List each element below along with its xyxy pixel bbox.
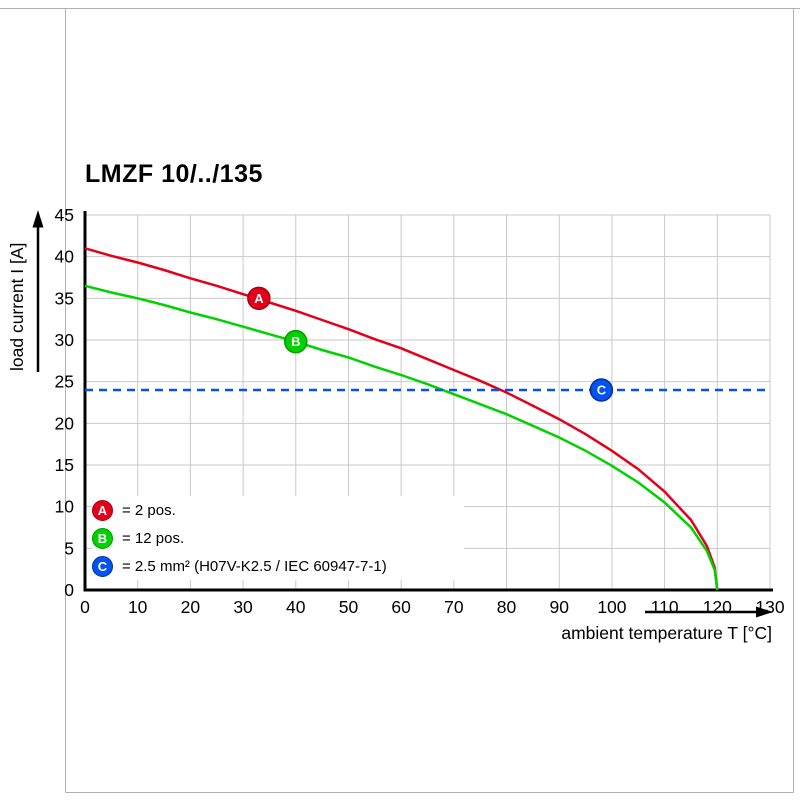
x-tick-label: 20 (181, 597, 201, 617)
series-markers: A B C (247, 286, 614, 402)
legend-item-c: C = 2.5 mm² (H07V-K2.5 / IEC 60947-7-1) (92, 552, 464, 580)
x-tick-label: 120 (703, 597, 732, 617)
y-tick-label: 40 (55, 247, 75, 267)
x-tick-label: 70 (444, 597, 464, 617)
legend: A = 2 pos. B = 12 pos. C = 2.5 mm² (H07V… (92, 496, 464, 580)
y-tick-label: 5 (64, 538, 74, 558)
x-axis-arrow (645, 606, 773, 618)
curve-A (84, 247, 719, 591)
x-tick-label: 40 (286, 597, 306, 617)
series-a-swatch: A (92, 499, 113, 521)
y-tick-label: 0 (64, 580, 74, 600)
series-b-swatch: B (92, 527, 113, 549)
marker-B: B (284, 329, 308, 354)
svg-text:B: B (291, 334, 300, 349)
series-a-letter: A (97, 502, 108, 518)
y-tick-label: 10 (55, 497, 75, 517)
y-tick-label: 25 (55, 372, 74, 392)
chart-title: LMZF 10/../135 (85, 160, 263, 188)
x-tick-label: 60 (391, 597, 411, 617)
x-tick-label: 30 (233, 597, 253, 617)
legend-label-c: = 2.5 mm² (H07V-K2.5 / IEC 60947-7-1) (122, 557, 387, 575)
x-tick-label: 50 (339, 597, 359, 617)
y-tick-label: 15 (55, 455, 74, 475)
y-tick-labels: 0 5 10 15 20 25 30 35 40 45 (55, 205, 75, 600)
series-c-swatch: C (92, 555, 113, 577)
legend-label-b: = 12 pos. (122, 529, 185, 547)
axes (83, 211, 773, 592)
series-curves (84, 247, 770, 591)
y-tick-label: 45 (55, 205, 74, 225)
y-tick-label: 20 (55, 413, 75, 433)
legend-label-a: = 2 pos. (122, 501, 176, 519)
svg-text:C: C (597, 383, 607, 398)
y-tick-label: 35 (55, 288, 74, 308)
y-axis-title: load current I [A] (7, 243, 27, 371)
marker-C: C (589, 378, 614, 402)
legend-item-a: A = 2 pos. (92, 496, 464, 524)
series-c-letter: C (97, 558, 108, 574)
x-tick-label: 90 (549, 597, 569, 617)
x-tick-label: 80 (497, 597, 517, 617)
y-tick-label: 30 (55, 330, 75, 350)
marker-A: A (247, 286, 271, 311)
x-tick-labels: 0 10 20 30 40 50 60 70 80 90 100 110 120 130 (80, 597, 785, 617)
svg-text:A: A (254, 291, 264, 306)
page-frame (0, 8, 800, 793)
y-axis-arrow (32, 210, 44, 372)
x-tick-label: 110 (651, 597, 679, 617)
x-tick-label: 0 (80, 597, 90, 617)
x-tick-label: 10 (128, 597, 148, 617)
series-b-letter: B (97, 530, 108, 546)
legend-item-b: B = 12 pos. (92, 524, 464, 552)
x-axis-title: ambient temperature T [°C] (561, 623, 772, 643)
curve-B (84, 284, 719, 591)
x-tick-label: 100 (597, 597, 626, 617)
